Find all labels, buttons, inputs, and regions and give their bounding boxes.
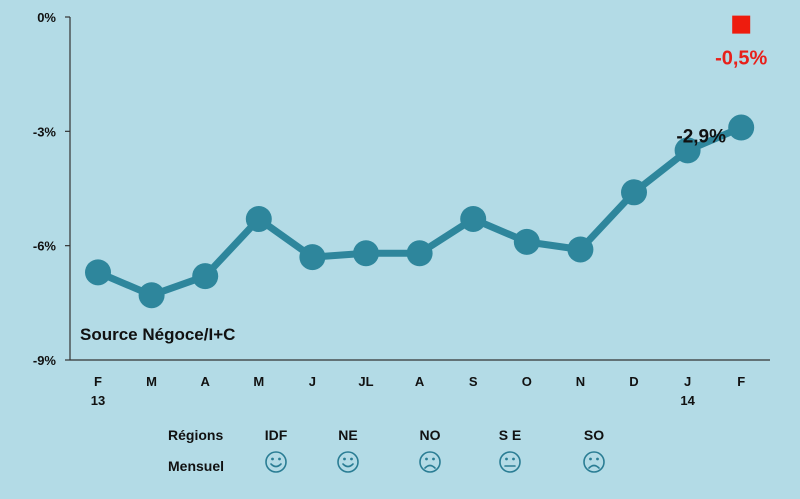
mood-neutral-icon <box>499 451 521 473</box>
x-tick-label: M <box>253 374 264 389</box>
data-point <box>674 137 701 164</box>
mood-happy-icon <box>265 451 287 473</box>
face-mouth <box>270 463 282 468</box>
face-eye <box>505 457 508 461</box>
x-tick-label: S <box>469 374 478 389</box>
face-eye <box>432 457 435 461</box>
x-tick-label: A <box>201 374 211 389</box>
face-eye <box>512 457 515 461</box>
data-labels-group: -2,9% -0,5% <box>676 48 767 148</box>
y-tick-label: -3% <box>33 124 57 139</box>
x-tick-sublabel: 14 <box>680 393 695 408</box>
face-outline <box>419 451 441 473</box>
face-mouth <box>342 463 354 468</box>
face-mouth <box>588 464 600 469</box>
data-point <box>138 282 165 309</box>
x-tick-label: JL <box>358 374 373 389</box>
face-eye <box>350 457 353 461</box>
y-tick-labels: 0% -3% -6% -9% <box>33 10 57 368</box>
face-eye <box>596 457 599 461</box>
region-name: SO <box>584 427 604 443</box>
data-point <box>353 240 379 267</box>
face-eye <box>425 457 428 461</box>
red-points-group <box>732 15 751 34</box>
x-tick-label: F <box>94 374 102 389</box>
face-outline <box>499 451 521 473</box>
y-tick-label: -9% <box>33 353 57 368</box>
data-point <box>406 240 433 267</box>
series-points-group <box>85 114 755 309</box>
data-point <box>460 205 487 232</box>
regions-row-label: Régions <box>168 427 223 443</box>
data-point <box>513 228 540 255</box>
face-outline <box>337 451 359 473</box>
data-point <box>245 205 272 232</box>
highlight-point <box>732 15 751 34</box>
data-label: -0,5% <box>715 48 767 70</box>
mood-row-label: Mensuel <box>168 458 224 474</box>
face-eye <box>589 457 592 461</box>
x-tick-label: M <box>146 374 157 389</box>
data-point <box>85 259 111 286</box>
data-label: -2,9% <box>676 127 726 148</box>
x-tick-label: J <box>684 374 691 389</box>
data-point <box>299 244 326 271</box>
region-name: IDF <box>265 427 288 443</box>
x-tick-label: N <box>576 374 585 389</box>
data-point <box>192 263 219 290</box>
y-tick-label: -6% <box>33 239 57 254</box>
mood-sad-icon <box>583 451 605 473</box>
face-eye <box>278 457 281 461</box>
x-tick-label: A <box>415 374 425 389</box>
x-tick-label: O <box>522 374 532 389</box>
region-name: NE <box>338 427 357 443</box>
data-point <box>621 179 647 206</box>
x-tick-label: F <box>737 374 745 389</box>
region-name: S E <box>499 427 522 443</box>
face-outline <box>265 451 287 473</box>
x-tick-sublabel: 13 <box>91 393 105 408</box>
x-tick-labels: F 13 M A M J JL A S O N D J 14 F <box>91 374 745 408</box>
y-tick-label: 0% <box>37 10 56 25</box>
mood-happy-icon <box>337 451 359 473</box>
data-point <box>567 236 594 263</box>
x-tick-label: J <box>309 374 316 389</box>
data-point <box>728 114 755 141</box>
mood-sad-icon <box>419 451 441 473</box>
region-name: NO <box>420 427 441 443</box>
x-tick-label: D <box>629 374 638 389</box>
chart-axes <box>65 16 770 361</box>
face-eye <box>343 457 346 461</box>
face-mouth <box>424 464 436 469</box>
regions-panel: Régions Mensuel IDF NE NO S E SO <box>168 427 605 474</box>
face-eye <box>271 457 274 461</box>
source-label: Source Négoce/I+C <box>80 325 235 344</box>
face-outline <box>583 451 605 473</box>
